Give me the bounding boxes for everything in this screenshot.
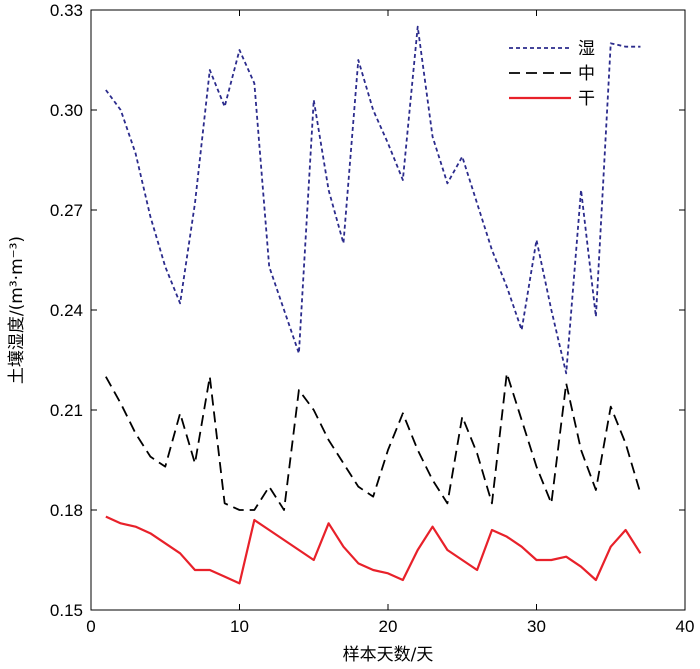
y-tick-label: 0.21 bbox=[50, 401, 83, 420]
series-line-dashed bbox=[105, 372, 642, 511]
legend-label: 中 bbox=[578, 64, 595, 84]
series-line-dotted bbox=[105, 25, 641, 375]
legend: 湿中干 bbox=[509, 39, 595, 109]
y-axis-title: 土壤湿度/(m³·m⁻³) bbox=[6, 236, 27, 384]
y-tick-label: 0.30 bbox=[50, 101, 83, 120]
x-tick-label: 40 bbox=[676, 617, 695, 636]
x-axis-title: 样本天数/天 bbox=[343, 645, 434, 665]
y-tick-label: 0.33 bbox=[50, 1, 83, 20]
series-line-solid bbox=[105, 515, 642, 585]
y-tick-label: 0.24 bbox=[50, 301, 83, 320]
y-tick-label: 0.27 bbox=[50, 201, 83, 220]
x-tick-label: 20 bbox=[379, 617, 398, 636]
x-tick-label: 30 bbox=[527, 617, 546, 636]
y-tick-label: 0.15 bbox=[50, 601, 83, 620]
series-layer bbox=[105, 25, 642, 585]
legend-label: 湿 bbox=[578, 39, 595, 59]
x-tick-label: 0 bbox=[86, 617, 95, 636]
x-tick-label: 10 bbox=[230, 617, 249, 636]
legend-label: 干 bbox=[578, 89, 595, 109]
plot-frame bbox=[90, 9, 686, 611]
axis-layer: 0 10 20 30 40 0.15 0.18 0.21 0.24 0.27 0.30 0.33 bbox=[50, 1, 695, 636]
y-tick-label: 0.18 bbox=[50, 501, 83, 520]
